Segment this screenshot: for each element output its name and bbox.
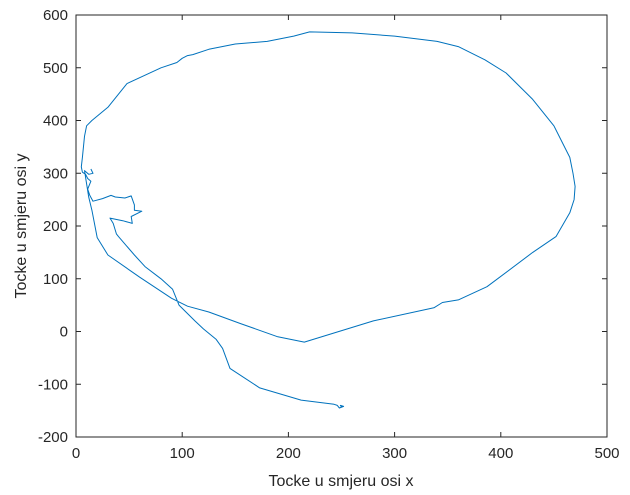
plot-area [76, 15, 607, 437]
axes-box [75, 14, 608, 438]
y-tick-label: 300 [43, 165, 68, 182]
x-tick-label: 0 [72, 445, 80, 462]
y-tick-label: 200 [43, 218, 68, 235]
y-tick-label: 0 [60, 324, 68, 341]
y-tick-labels: -200 -100 0 100 200 300 400 500 600 [38, 7, 68, 446]
y-tick-label: 500 [43, 60, 68, 77]
x-tick-label: 400 [488, 445, 513, 462]
y-tick-label: -200 [38, 429, 68, 446]
y-tick-label: 100 [43, 271, 68, 288]
x-tick-label: 500 [594, 445, 619, 462]
y-axis-label: Tocke u smjeru osi y [13, 154, 30, 299]
y-tick-label: 400 [43, 113, 68, 130]
y-tick-label: 600 [43, 7, 68, 24]
x-tick-label: 200 [276, 445, 301, 462]
series-layer [80, 31, 576, 409]
x-axis-label: Tocke u smjeru osi x [269, 473, 414, 490]
series-line [80, 31, 576, 409]
x-tick-label: 100 [170, 445, 195, 462]
y-tick-label: -100 [38, 376, 68, 393]
x-tick-label: 300 [382, 445, 407, 462]
x-tick-labels: 0 100 200 300 400 500 [72, 445, 620, 462]
